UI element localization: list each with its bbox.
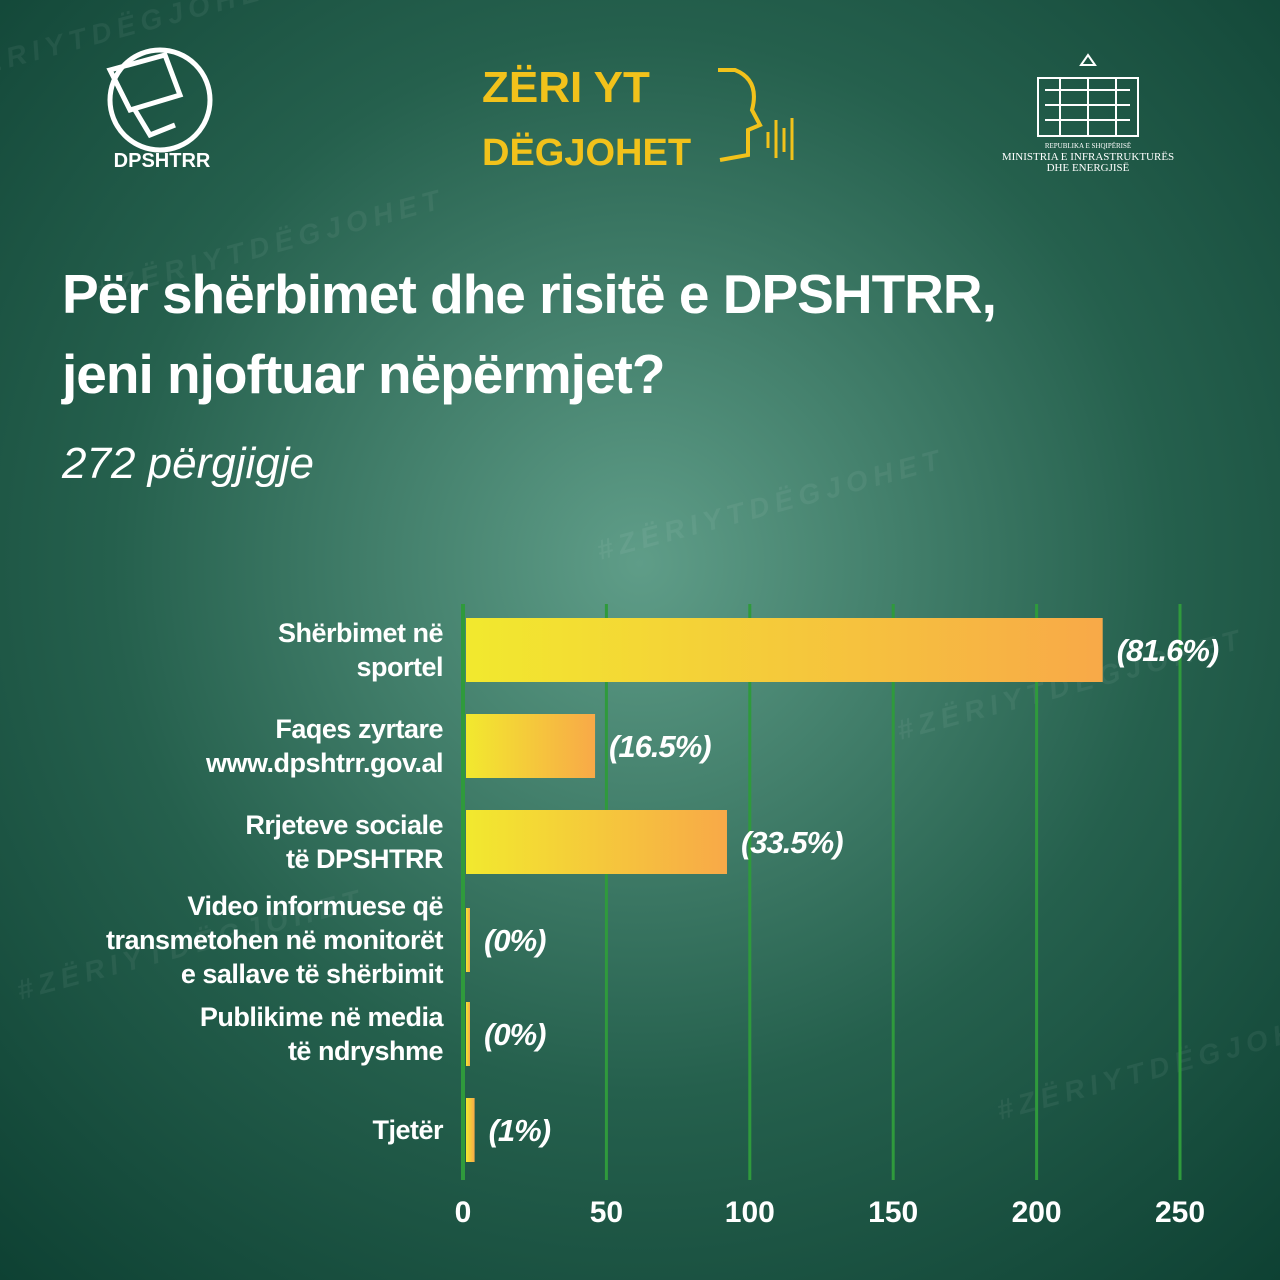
ministry-text: REPUBLIKA E SHQIPËRISË	[1045, 142, 1131, 150]
logo-text: DËGJOHET	[482, 131, 691, 174]
x-tick-label: 100	[725, 1196, 775, 1229]
logo-text: DPSHTRR	[114, 150, 211, 172]
dpshtrr-logo	[106, 47, 213, 153]
bar	[466, 810, 727, 874]
subtitle: 272 përgjigje	[61, 439, 314, 488]
bar	[466, 1098, 475, 1162]
x-tick-label: 200	[1012, 1196, 1062, 1229]
bar	[466, 714, 596, 778]
category-label: Faqes zyrtare www.dpshtrr.gov.al	[205, 714, 444, 778]
bar	[466, 618, 1103, 682]
chart-title: Për shërbimet dhe risitë e DPSHTRR,	[62, 263, 997, 325]
category-label: Tjetër	[372, 1115, 443, 1145]
sound-icon	[766, 118, 794, 160]
bar	[466, 1002, 470, 1066]
category-label: Shërbimet në sportel	[277, 618, 444, 682]
x-tick-label: 0	[455, 1196, 472, 1229]
logo-text: ZËRI YT	[482, 63, 650, 112]
x-tick-label: 250	[1155, 1196, 1205, 1229]
value-label: (81.6%)	[1117, 633, 1219, 668]
value-label: (16.5%)	[609, 729, 711, 764]
x-tick-label: 50	[590, 1196, 623, 1229]
chart-title: jeni njoftuar nëpërmjet?	[62, 343, 665, 405]
value-label: (0%)	[484, 1017, 546, 1052]
ministry-text: DHE ENERGJISË	[1047, 162, 1130, 174]
category-label: Video informuese që transmetohen në moni…	[105, 891, 444, 989]
value-label: (0%)	[484, 923, 546, 958]
ministry-text: MINISTRIA E INFRASTRUKTURËS	[1002, 151, 1174, 163]
bar	[466, 908, 470, 972]
head-icon	[718, 68, 763, 162]
category-label: Rrjeteve sociale të DPSHTRR	[245, 810, 443, 874]
ministry-logo	[1037, 53, 1139, 137]
category-label: Publikime në media të ndryshme	[199, 1002, 444, 1066]
value-label: (1%)	[489, 1113, 551, 1148]
value-label: (33.5%)	[741, 825, 843, 860]
x-tick-label: 150	[868, 1196, 918, 1229]
